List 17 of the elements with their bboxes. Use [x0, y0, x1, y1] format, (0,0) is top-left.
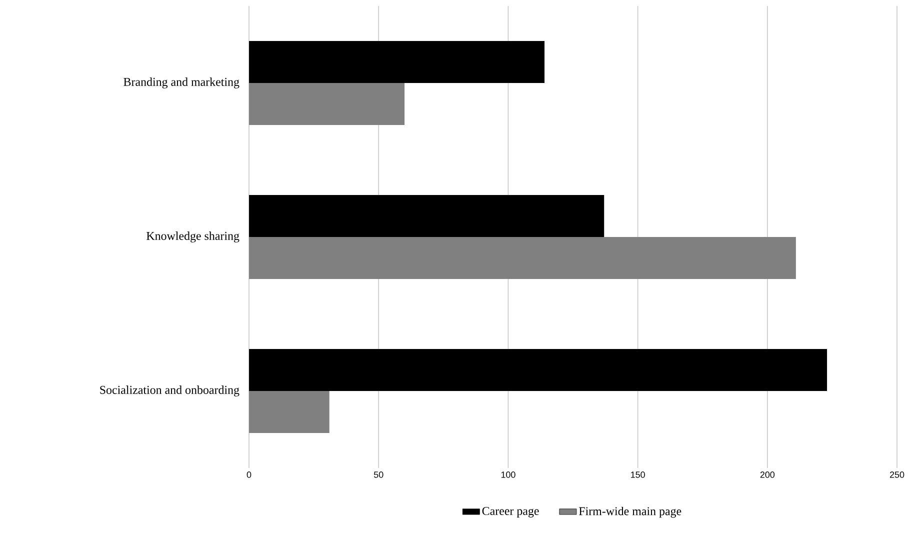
y-tick-label: Socialization and onboarding [100, 386, 240, 396]
bar [249, 82, 405, 125]
x-tick-label: 150 [631, 472, 645, 478]
bar [249, 348, 828, 391]
bar [249, 40, 544, 83]
x-tick-label: 200 [760, 472, 775, 478]
legend-label: Firm-wide main page [578, 506, 682, 518]
bar [249, 236, 796, 279]
x-tick-label: 0 [246, 472, 252, 478]
legend-label: Career page [482, 507, 539, 518]
bar [249, 390, 330, 433]
x-tick-label: 250 [890, 472, 904, 478]
y-tick-label: Branding and marketing [124, 78, 240, 88]
y-tick-label: Knowledge sharing [146, 232, 240, 242]
x-tick-label: 50 [374, 472, 384, 478]
x-tick-label: 100 [501, 472, 516, 478]
bar [249, 194, 604, 237]
